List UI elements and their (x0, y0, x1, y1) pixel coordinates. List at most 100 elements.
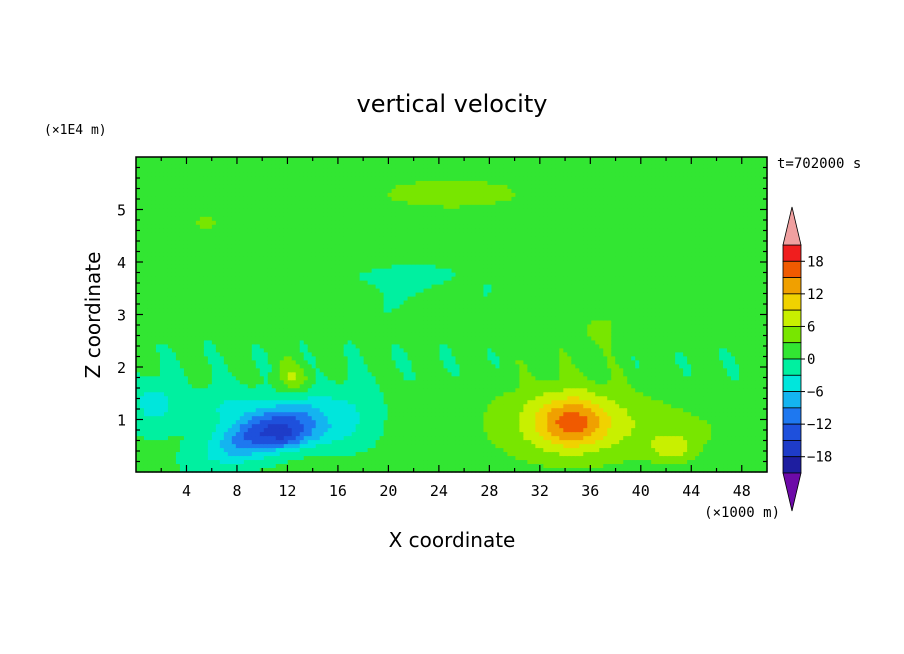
field-cell (339, 468, 345, 473)
field-cell (183, 344, 189, 349)
field-cell (307, 440, 313, 445)
field-cell (287, 220, 293, 226)
field-cell (379, 256, 385, 262)
field-cell (319, 316, 325, 322)
field-cell (339, 440, 345, 445)
field-cell (183, 388, 189, 393)
field-cell (183, 368, 189, 373)
field-cell (191, 304, 197, 310)
field-cell (327, 368, 333, 373)
field-cell (383, 464, 389, 469)
field-cell (319, 352, 325, 357)
field-cell (339, 428, 345, 433)
field-cell (171, 168, 177, 174)
field-cell (191, 172, 197, 178)
field-cell (219, 440, 225, 445)
field-cell (155, 348, 161, 353)
field-cell (283, 344, 289, 349)
field-cell (335, 248, 341, 254)
field-cell (223, 408, 229, 413)
field-cell (371, 412, 377, 417)
field-cell (323, 256, 329, 262)
field-cell (371, 456, 377, 461)
field-cell (355, 180, 361, 186)
field-cell (199, 404, 205, 409)
field-cell (155, 332, 161, 338)
field-cell (203, 384, 209, 389)
field-cell (155, 304, 161, 310)
field-cell (179, 348, 185, 353)
field-cell (367, 460, 373, 465)
field-cell (335, 208, 341, 214)
field-cell (347, 224, 353, 230)
field-cell (183, 340, 189, 346)
field-cell (215, 176, 221, 182)
field-cell (311, 388, 317, 393)
field-cell (279, 336, 285, 342)
field-cell (339, 336, 345, 342)
field-cell (139, 464, 145, 469)
field-cell (251, 208, 257, 214)
field-cell (147, 432, 153, 437)
field-cell (287, 380, 293, 385)
field-cell (203, 208, 209, 214)
field-cell (275, 312, 281, 318)
field-cell (299, 248, 305, 254)
field-cell (319, 320, 325, 326)
field-cell (187, 428, 193, 433)
field-cell (175, 448, 181, 453)
field-cell (331, 416, 337, 421)
field-cell (275, 424, 281, 429)
field-cell (291, 380, 297, 385)
field-cell (279, 192, 285, 198)
field-cell (331, 280, 337, 286)
field-cell (183, 416, 189, 421)
field-cell (267, 376, 273, 381)
field-cell (383, 188, 389, 194)
field-cell (211, 372, 217, 377)
field-cell (207, 232, 213, 238)
field-cell (163, 364, 169, 369)
field-cell (207, 228, 213, 234)
field-cell (347, 176, 353, 182)
field-cell (183, 200, 189, 206)
field-cell (247, 400, 253, 405)
field-cell (243, 444, 249, 449)
field-cell (327, 236, 333, 242)
field-cell (207, 404, 213, 409)
field-cell (187, 324, 193, 330)
field-cell (307, 240, 313, 246)
field-cell (331, 268, 337, 274)
field-cell (359, 220, 365, 226)
field-cell (383, 284, 389, 290)
field-cell (383, 240, 389, 246)
field-cell (219, 420, 225, 425)
field-cell (267, 372, 273, 377)
field-cell (175, 456, 181, 461)
field-cell (283, 172, 289, 178)
field-cell (219, 220, 225, 226)
field-cell (223, 240, 229, 246)
field-cell (367, 372, 373, 377)
field-cell (287, 440, 293, 445)
field-cell (327, 344, 333, 349)
field-cell (163, 408, 169, 413)
field-cell (343, 464, 349, 469)
field-cell (175, 412, 181, 417)
field-cell (183, 336, 189, 342)
field-cell (191, 332, 197, 338)
field-cell (139, 344, 145, 349)
field-cell (247, 340, 253, 346)
field-cell (139, 244, 145, 250)
field-cell (291, 172, 297, 178)
field-cell (283, 188, 289, 194)
field-cell (379, 160, 385, 166)
field-cell (271, 456, 277, 461)
field-cell (223, 376, 229, 381)
field-cell (171, 412, 177, 417)
field-cell (327, 288, 333, 294)
field-cell (263, 460, 269, 465)
field-cell (227, 296, 233, 302)
field-cell (235, 264, 241, 270)
field-cell (143, 260, 149, 266)
